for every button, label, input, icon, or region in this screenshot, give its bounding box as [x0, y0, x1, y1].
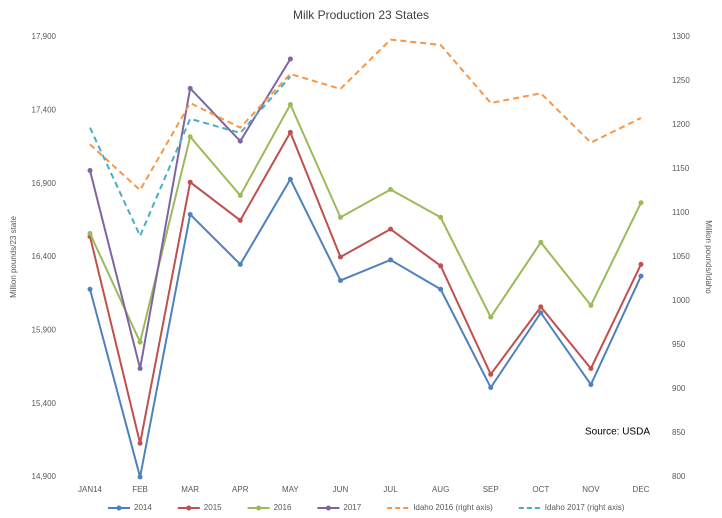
x-tick-label: AUG [432, 485, 449, 494]
y2-tick-label: 800 [672, 472, 686, 481]
series-line [89, 130, 642, 444]
point [438, 286, 444, 292]
x-tick-label: JUN [333, 485, 349, 494]
point [287, 56, 293, 62]
y2-tick-label: 1000 [672, 296, 690, 305]
point [488, 371, 494, 377]
y2-tick-label: 1200 [672, 120, 690, 129]
x-tick-label: OCT [532, 485, 549, 494]
legend-label: Idaho 2016 (right axis) [413, 503, 493, 512]
point [638, 200, 644, 206]
annotation: Source: USDA [585, 427, 650, 438]
point [187, 134, 193, 140]
x-tick-label: APR [232, 485, 249, 494]
point [237, 217, 243, 223]
point [237, 261, 243, 267]
legend-marker [256, 505, 262, 511]
x-tick-label: JAN14 [78, 485, 103, 494]
y-tick-label: 15,400 [32, 399, 57, 408]
x-tick-label: MAR [181, 485, 199, 494]
point [337, 254, 343, 260]
legend-label: 2014 [134, 503, 152, 512]
point [388, 257, 394, 263]
legend-marker [186, 505, 192, 511]
point [388, 226, 394, 232]
x-tick-label: FEB [132, 485, 148, 494]
series-line [89, 177, 642, 478]
point [87, 286, 93, 292]
point [588, 302, 594, 308]
point [538, 239, 544, 245]
point [287, 101, 293, 107]
point [588, 365, 594, 371]
point [438, 214, 444, 220]
series-line [89, 38, 642, 192]
x-tick-label: MAY [282, 485, 299, 494]
point [137, 474, 143, 480]
y-tick-label: 16,900 [32, 179, 57, 188]
y-tick-label: 17,900 [32, 32, 57, 41]
point [137, 440, 143, 446]
point [187, 179, 193, 185]
legend-label: 2016 [274, 503, 292, 512]
point [187, 211, 193, 217]
point [638, 273, 644, 279]
point [187, 85, 193, 91]
legend-label: Idaho 2017 (right axis) [545, 503, 625, 512]
point [388, 187, 394, 193]
point [137, 339, 143, 345]
point [638, 261, 644, 267]
point [237, 192, 243, 198]
legend-marker [116, 505, 122, 511]
y2-tick-label: 1100 [672, 208, 690, 217]
chart-title: Milk Production 23 States [293, 8, 429, 22]
y2-tick-label: 1050 [672, 252, 690, 261]
point [287, 176, 293, 182]
y-tick-label: 16,400 [32, 252, 57, 261]
point [588, 382, 594, 388]
point [488, 314, 494, 320]
y2-tick-label: 1300 [672, 32, 690, 41]
y-tick-label: 14,900 [32, 472, 57, 481]
point [438, 263, 444, 269]
legend-label: 2017 [343, 503, 361, 512]
y-axis-label: Million pounds/23 state [9, 216, 18, 298]
y-tick-label: 17,400 [32, 105, 57, 114]
x-tick-label: NOV [582, 485, 600, 494]
y2-tick-label: 850 [672, 428, 686, 437]
point [538, 304, 544, 310]
point [87, 231, 93, 237]
legend-label: 2015 [204, 503, 222, 512]
point [237, 138, 243, 144]
series-line [89, 75, 292, 239]
y2-tick-label: 900 [672, 384, 686, 393]
y2-tick-label: 950 [672, 340, 686, 349]
y2-tick-label: 1150 [672, 164, 690, 173]
x-tick-label: JUL [383, 485, 398, 494]
x-tick-label: SEP [483, 485, 499, 494]
y2-tick-label: 1250 [672, 76, 690, 85]
point [137, 365, 143, 371]
point [87, 167, 93, 173]
point [538, 310, 544, 316]
y2-axis-label: Million pounds/Idaho [704, 220, 713, 294]
point [337, 214, 343, 220]
point [488, 385, 494, 391]
point [337, 277, 343, 283]
legend-marker [325, 505, 331, 511]
y-tick-label: 15,900 [32, 325, 57, 334]
series-line [89, 102, 642, 346]
point [287, 129, 293, 135]
x-tick-label: DEC [633, 485, 650, 494]
